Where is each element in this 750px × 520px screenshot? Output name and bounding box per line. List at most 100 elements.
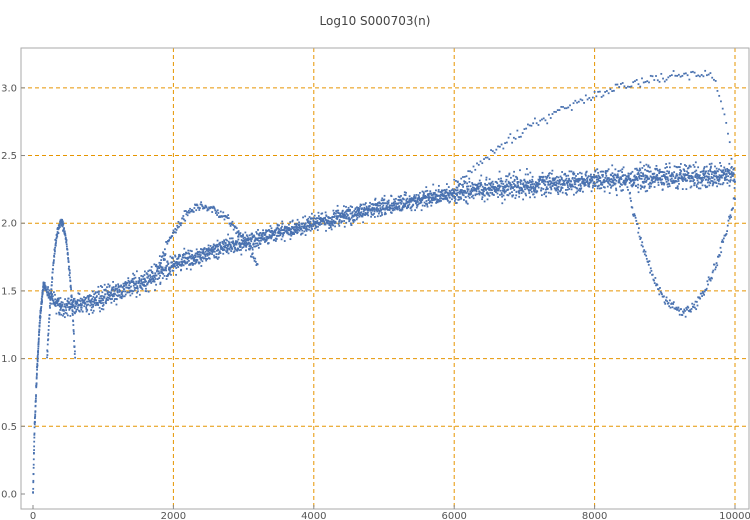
data-point (53, 291, 55, 294)
data-point (617, 176, 620, 179)
data-point (571, 183, 573, 186)
data-point (610, 178, 613, 181)
data-point (217, 253, 220, 255)
data-point (510, 176, 512, 179)
data-point (55, 236, 58, 239)
data-point (681, 188, 684, 190)
data-point (450, 189, 453, 192)
data-point (730, 216, 732, 218)
data-point (474, 194, 477, 197)
data-point (643, 178, 646, 181)
data-point (488, 189, 491, 191)
data-point (39, 319, 41, 322)
data-point (717, 182, 720, 185)
data-point (497, 178, 500, 180)
data-point (484, 182, 486, 185)
data-point (245, 241, 248, 244)
data-point (52, 299, 55, 302)
data-point (206, 258, 209, 260)
data-point (389, 207, 392, 210)
data-point (406, 200, 409, 203)
data-point (347, 214, 349, 217)
data-point (127, 277, 130, 280)
data-point (702, 75, 705, 78)
data-point (426, 189, 429, 192)
data-point (622, 174, 625, 176)
data-point (699, 297, 702, 300)
data-point (91, 300, 94, 303)
data-point (679, 173, 682, 176)
data-point (516, 129, 519, 132)
data-point (355, 215, 358, 217)
data-point (427, 193, 430, 195)
data-point (714, 175, 717, 178)
data-point (511, 181, 514, 184)
data-point (400, 195, 402, 197)
data-point (451, 188, 454, 191)
data-point (240, 253, 243, 256)
data-point (139, 282, 142, 285)
data-point (553, 183, 555, 186)
data-point (418, 202, 421, 205)
data-point (683, 164, 686, 166)
data-point (35, 374, 38, 376)
data-point (216, 258, 219, 260)
data-point (194, 252, 197, 255)
data-point (128, 286, 131, 289)
data-point (519, 135, 522, 138)
data-point (408, 201, 410, 204)
data-point (501, 202, 504, 205)
data-point (99, 285, 102, 287)
data-point (349, 205, 352, 208)
data-point (234, 248, 237, 251)
data-point (47, 325, 50, 327)
data-point (671, 306, 674, 309)
data-point (604, 91, 607, 93)
data-point (631, 185, 634, 188)
data-point (355, 213, 358, 216)
data-point (605, 172, 607, 175)
data-point (675, 180, 678, 183)
data-point (655, 284, 657, 287)
data-point (317, 215, 320, 217)
data-point (34, 404, 37, 407)
data-point (239, 245, 242, 248)
data-point (625, 175, 628, 178)
data-point (250, 238, 253, 240)
data-point (540, 194, 543, 197)
data-point (182, 215, 185, 217)
data-point (151, 275, 154, 278)
data-point (36, 360, 39, 363)
data-point (214, 245, 217, 248)
data-point (441, 193, 444, 196)
data-point (72, 304, 75, 307)
data-point (673, 171, 676, 174)
data-point (692, 180, 694, 183)
data-point (138, 278, 141, 281)
data-point (664, 299, 667, 302)
data-point (613, 182, 616, 185)
data-point (339, 212, 342, 215)
data-point (275, 227, 278, 230)
data-point (546, 180, 549, 183)
data-point (93, 293, 96, 296)
data-point (59, 222, 62, 225)
data-point (331, 215, 334, 218)
data-point (515, 190, 518, 193)
data-point (328, 227, 331, 229)
data-point (549, 186, 552, 188)
data-point (431, 201, 434, 204)
data-point (38, 333, 40, 336)
data-point (70, 303, 72, 306)
data-point (682, 311, 685, 314)
data-point (565, 177, 568, 180)
data-point (421, 190, 424, 193)
data-point (588, 97, 591, 99)
data-point (35, 376, 38, 378)
data-point (666, 178, 669, 180)
data-point (377, 204, 380, 207)
data-point (451, 194, 454, 197)
data-point (295, 229, 298, 232)
data-point (621, 175, 624, 177)
data-point (632, 184, 635, 186)
